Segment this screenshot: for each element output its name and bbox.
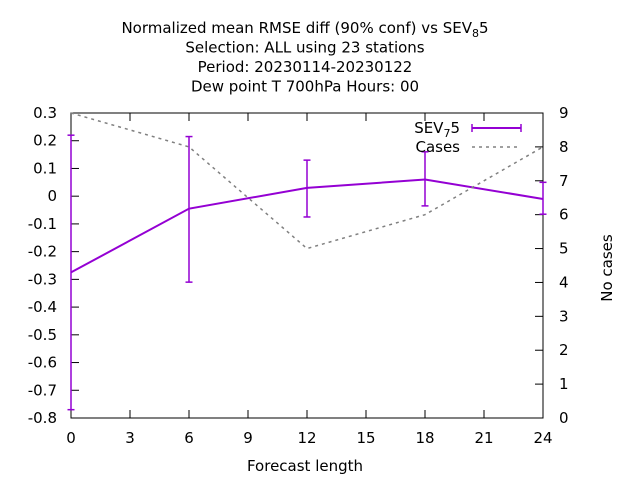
legend-tail: 5 — [450, 119, 460, 137]
y-tick-label: 0 — [47, 187, 57, 205]
y-tick-label: -0.8 — [28, 409, 57, 427]
y2-tick-label: 0 — [559, 409, 569, 427]
legend-label-cases: Cases — [415, 138, 460, 156]
title-line: Selection: ALL using 23 stations — [185, 39, 424, 57]
title-line: Normalized mean RMSE diff (90% conf) vs … — [121, 19, 488, 40]
x-tick-label: 18 — [415, 429, 434, 447]
x-axis-ticks: 0 3 6 9 12 15 18 21 24 — [66, 113, 553, 447]
plot-frame — [70, 112, 544, 419]
x-tick-label: 6 — [184, 429, 194, 447]
chart-title: Normalized mean RMSE diff (90% conf) vs … — [121, 19, 488, 96]
y2-tick-label: 3 — [559, 307, 569, 325]
x-tick-label: 24 — [533, 429, 552, 447]
y-tick-label: -0.7 — [28, 381, 57, 399]
title-tail: 5 — [479, 19, 489, 37]
plot-border — [70, 112, 544, 419]
y2-tick-label: 7 — [559, 172, 569, 190]
y-tick-label: 0.3 — [33, 104, 57, 122]
title-line: Period: 20230114-20230122 — [198, 58, 413, 76]
x-tick-label: 0 — [66, 429, 76, 447]
y-tick-label: -0.6 — [28, 354, 57, 372]
y2-tick-label: 2 — [559, 341, 569, 359]
y-tick-label: -0.4 — [28, 298, 57, 316]
x-tick-label: 21 — [474, 429, 493, 447]
legend-sub: 7 — [443, 127, 450, 140]
y-tick-label: -0.3 — [28, 270, 57, 288]
y2-axis-ticks: 9 8 7 6 5 4 3 2 1 0 — [535, 104, 569, 427]
y2-tick-label: 6 — [559, 206, 569, 224]
x-tick-label: 12 — [297, 429, 316, 447]
x-tick-label: 3 — [125, 429, 135, 447]
title-subscript: 8 — [472, 27, 479, 40]
x-tick-label: 9 — [243, 429, 253, 447]
y2-tick-label: 1 — [559, 375, 569, 393]
y2-axis-label: No cases — [598, 234, 616, 302]
y2-tick-label: 5 — [559, 240, 569, 258]
legend-name: SEV — [414, 119, 444, 137]
series-layer — [67, 112, 547, 411]
y-tick-label: -0.1 — [28, 215, 57, 233]
legend-label-sev75: SEV75 — [414, 119, 460, 140]
x-tick-label: 15 — [356, 429, 375, 447]
y-tick-label: 0.2 — [33, 132, 57, 150]
y2-tick-label: 8 — [559, 138, 569, 156]
y2-tick-label: 4 — [559, 273, 569, 291]
y-tick-label: -0.2 — [28, 243, 57, 261]
y-axis-ticks: 0.3 0.2 0.1 0 -0.1 -0.2 -0.3 -0.4 -0.5 -0.6 -0.7 -0… — [28, 104, 79, 427]
y-tick-label: -0.5 — [28, 326, 57, 344]
y2-tick-label: 9 — [559, 104, 569, 122]
title-line: Dew point T 700hPa Hours: 00 — [191, 78, 419, 96]
x-axis-label: Forecast length — [247, 457, 363, 475]
y-tick-label: 0.1 — [33, 159, 57, 177]
